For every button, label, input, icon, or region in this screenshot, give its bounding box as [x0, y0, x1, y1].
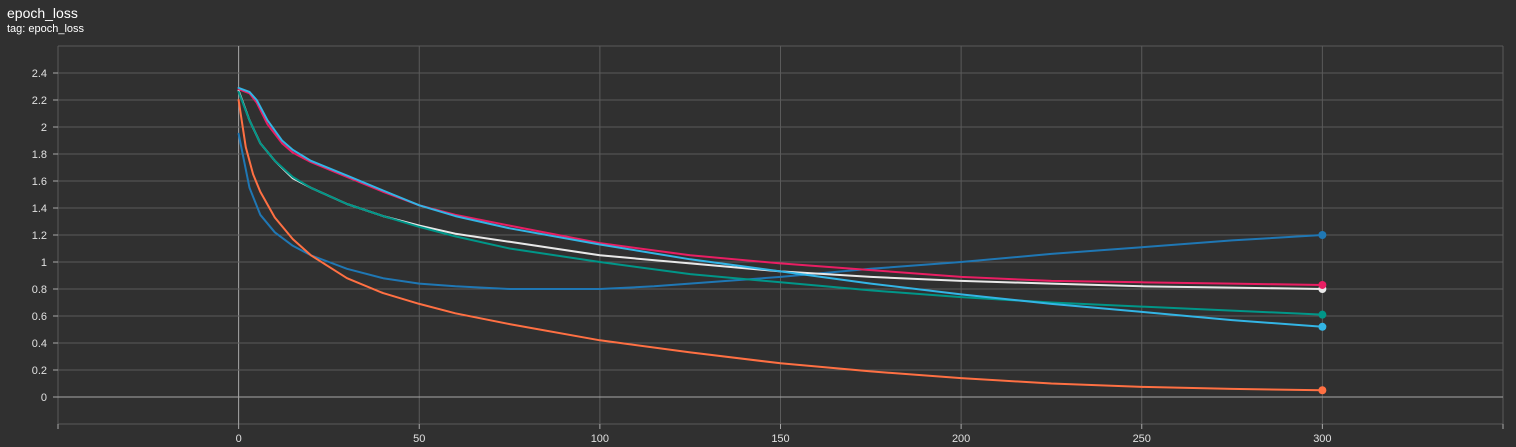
y-tick-label: 1.8 — [32, 149, 47, 161]
chart-title: epoch_loss — [7, 5, 78, 21]
y-tick-label: 1.6 — [32, 176, 47, 188]
x-tick-label: 0 — [236, 433, 242, 445]
y-tick-label: 1.2 — [32, 230, 47, 242]
x-tick-label: 150 — [771, 433, 789, 445]
series-line-5 — [237, 88, 1324, 286]
x-tick-label: 50 — [413, 433, 425, 445]
y-tick-label: 0 — [41, 392, 47, 404]
y-tick-label: 0.2 — [32, 365, 47, 377]
y-tick-label: 0.6 — [32, 311, 47, 323]
series-end-point-1[interactable] — [1318, 231, 1327, 239]
series-end-point-2[interactable] — [1318, 386, 1327, 395]
x-tick-label: 100 — [591, 433, 609, 445]
y-tick-label: 2 — [41, 122, 47, 134]
x-tick-label: 200 — [952, 433, 970, 445]
series-line-2 — [237, 99, 1324, 392]
series-end-point-4[interactable] — [1318, 310, 1327, 319]
y-tick-label: 2.2 — [32, 95, 47, 107]
y-tick-label: 0.4 — [32, 338, 47, 350]
y-tick-label: 1 — [41, 257, 47, 269]
series-end-point-6[interactable] — [1318, 322, 1327, 331]
chart-tag: tag: epoch_loss — [7, 23, 85, 35]
series-line-1 — [237, 132, 1324, 290]
y-tick-label: 0.8 — [32, 284, 47, 296]
series-end-point-5[interactable] — [1318, 280, 1327, 289]
y-tick-label: 2.4 — [32, 68, 47, 80]
y-tick-label: 1.4 — [32, 203, 47, 215]
x-tick-label: 300 — [1313, 433, 1331, 445]
series-line-6 — [237, 86, 1324, 328]
x-tick-label: 250 — [1133, 433, 1151, 445]
